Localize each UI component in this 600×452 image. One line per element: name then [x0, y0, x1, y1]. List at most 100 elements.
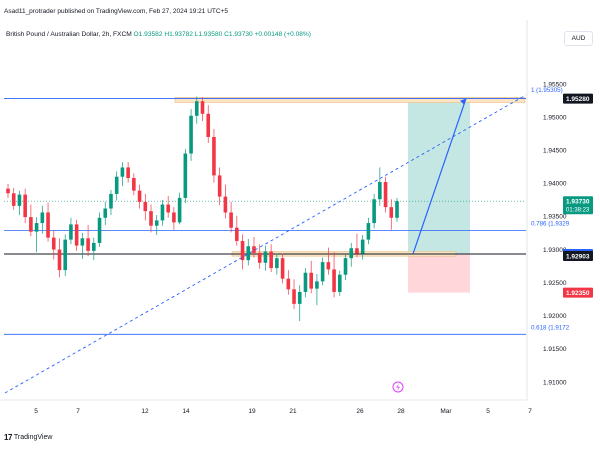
candle [166, 204, 170, 213]
candle [109, 193, 113, 209]
time-axis[interactable]: 5 7 12 14 19 21 26 28 Mar 5 7 [34, 408, 532, 415]
candle [229, 212, 233, 228]
price-tick-label: 1.94000 [543, 181, 567, 188]
tradingview-footer[interactable]: 17 TradingView [4, 433, 52, 442]
price-tick-label: 1.91500 [543, 346, 567, 353]
candle [92, 242, 96, 251]
candle [17, 194, 22, 206]
drawing-zones[interactable] [174, 96, 526, 293]
arrow-head-icon [460, 98, 466, 105]
candle [263, 251, 268, 263]
candle [326, 262, 331, 270]
candle [183, 153, 188, 198]
drawings[interactable] [4, 94, 527, 394]
candle [74, 224, 79, 246]
candle [303, 272, 308, 292]
price-tick-label: 1.93000 [543, 247, 567, 254]
candle [378, 182, 382, 200]
tradingview-brand: TradingView [13, 434, 53, 441]
candle [154, 220, 159, 226]
candle [160, 204, 165, 221]
price-tag-label: 1.92350 [566, 290, 590, 297]
candle [132, 178, 136, 191]
candle [97, 217, 102, 243]
fib-label: 1 (1.95305) [531, 87, 563, 94]
candle [103, 208, 108, 218]
candle [395, 201, 399, 218]
candle [309, 272, 313, 289]
price-tag-label: 1.93730 [566, 199, 590, 206]
flash-event-icon[interactable] [392, 381, 404, 393]
candle [69, 224, 73, 240]
candle [57, 249, 62, 271]
candle [275, 258, 279, 269]
candle [114, 176, 119, 194]
stop-loss-zone[interactable] [408, 253, 470, 293]
countdown-label: 01:38:23 [566, 208, 590, 214]
candle [240, 240, 245, 261]
candle [269, 251, 273, 269]
candle [235, 227, 239, 241]
candle [349, 248, 354, 259]
candle [366, 223, 371, 240]
candle [29, 217, 33, 232]
candle [246, 246, 251, 261]
candle [372, 199, 376, 224]
time-tick-label: 7 [76, 408, 80, 415]
candle [343, 258, 348, 275]
candle [189, 115, 193, 154]
price-tag[interactable] [563, 250, 593, 261]
candle [149, 211, 153, 226]
fib-label: 0.618 (1.9172 [531, 324, 570, 331]
supply-zone[interactable] [174, 96, 526, 103]
price-tag[interactable] [563, 287, 593, 298]
price-tick-label: 1.95500 [543, 81, 567, 88]
candle [383, 182, 388, 208]
time-tick-label: 14 [182, 408, 190, 415]
price-tag[interactable] [563, 93, 593, 104]
horizontal-levels[interactable]: 1 (1.95305) 0.786 (1.9329 0.618 (1.9172 [4, 87, 570, 335]
price-tick-label: 1.91000 [543, 379, 567, 386]
candle [46, 212, 50, 238]
time-tick-label: 5 [486, 408, 490, 415]
candle [143, 201, 148, 212]
time-tick-label: 21 [289, 408, 297, 415]
candle [11, 193, 16, 206]
candle [172, 212, 176, 223]
candle [212, 136, 216, 176]
candle [286, 278, 291, 290]
price-axis[interactable]: 1.95500 1.95000 1.94500 1.94000 1.93500 1.930… [543, 81, 593, 386]
candle [6, 188, 10, 194]
candle [126, 167, 130, 179]
candle [63, 239, 68, 271]
currency-button[interactable]: AUD [564, 31, 593, 46]
candle [217, 175, 222, 197]
lightning-icon [396, 383, 400, 391]
candle [194, 101, 199, 116]
price-tick-label: 1.92500 [543, 280, 567, 287]
candle [86, 238, 90, 251]
ohlc-values: O1.93582 H1.93782 L1.93580 C1.93730 +0.0… [133, 31, 311, 38]
candle [360, 239, 365, 254]
price-tag[interactable] [563, 196, 593, 215]
symbol-legend: British Pound / Australian Dollar, 2h, F… [6, 31, 311, 38]
candle [315, 281, 319, 289]
candle [332, 269, 336, 292]
symbol-name[interactable]: British Pound / Australian Dollar, 2h, F… [6, 31, 132, 38]
time-tick-label: 26 [356, 408, 364, 415]
candle [257, 252, 262, 263]
candle [292, 289, 296, 304]
candle [120, 167, 125, 177]
candle [320, 262, 325, 282]
projection-arrow[interactable] [412, 98, 467, 255]
price-tag-label: 1.95280 [566, 96, 590, 103]
chart-grid [0, 20, 528, 401]
candle [280, 258, 285, 279]
trend-line[interactable] [4, 94, 527, 394]
candle [206, 113, 211, 137]
price-tag-label: 1.92903 [566, 253, 590, 260]
tradingview-logo-icon: 17 [4, 433, 12, 442]
candle [297, 291, 302, 304]
candle [23, 194, 27, 218]
